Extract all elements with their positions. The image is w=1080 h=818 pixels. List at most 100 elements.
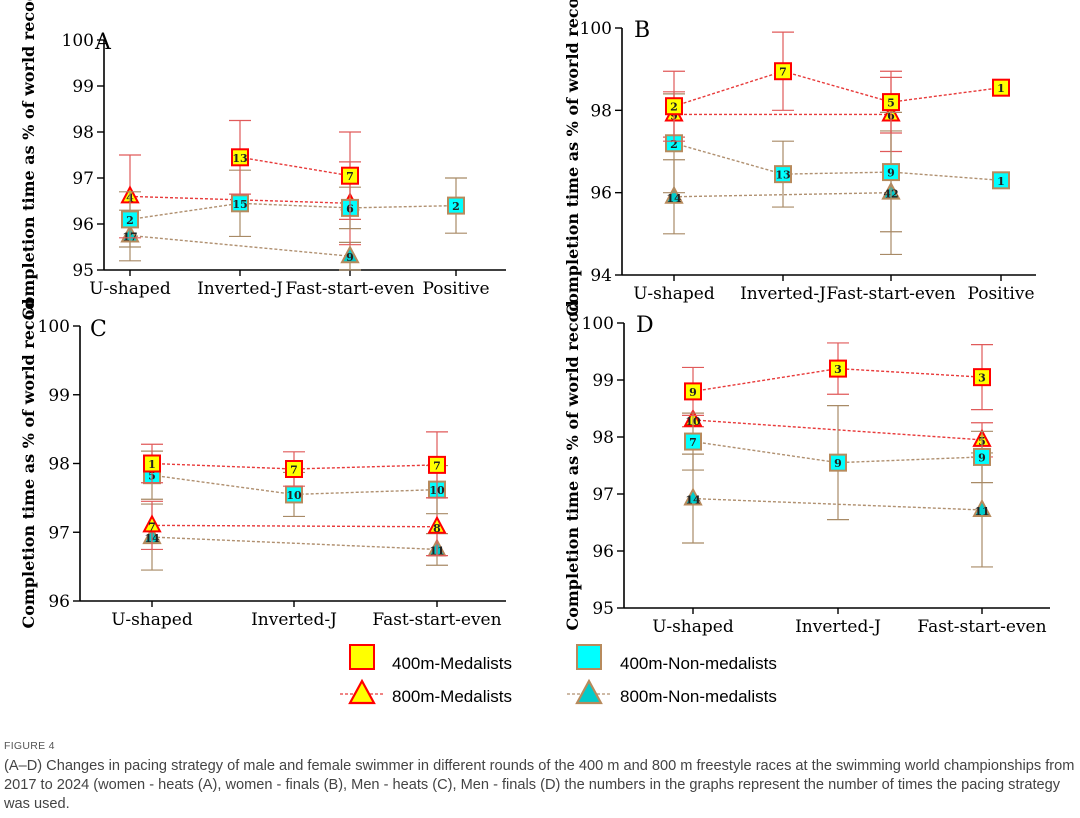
marker-n400-0: [684, 432, 702, 451]
series-m400: 13 7: [229, 119, 361, 220]
series-n400: 21562: [119, 169, 467, 248]
panel-label: B: [634, 18, 650, 43]
marker-n400-3: [447, 196, 465, 215]
count-label: 10: [286, 489, 302, 502]
marker-n800-0: [683, 487, 703, 506]
legend-marker-n800: [575, 678, 603, 705]
legend-marker-m400: [349, 644, 375, 670]
count-label: 7: [779, 66, 787, 79]
y-tick-label: 98: [592, 428, 614, 448]
x-tick-label: Fast-start-even: [917, 617, 1046, 637]
marker-n800-0: [664, 185, 684, 204]
series-m400: 9 3 3: [682, 342, 993, 416]
y-tick-label: 95: [592, 599, 614, 619]
marker-m400-1: [341, 166, 359, 185]
marker-n800-1: [972, 498, 992, 517]
count-label: 14: [685, 494, 701, 507]
legend-item-m800: 800m-Medalists: [340, 678, 512, 706]
marker-m400-1: [774, 62, 792, 81]
y-tick-label: 100: [580, 19, 612, 39]
marker-m400-0: [665, 97, 683, 116]
x-tick-label: Fast-start-even: [285, 279, 414, 299]
legend: 400m-Medalists 400m-Non-medalists 800m-Med…: [340, 644, 777, 706]
count-label: 3: [834, 363, 842, 376]
series-n400: 2 13 9 1: [663, 93, 1010, 233]
series-line-m800: [151, 524, 438, 528]
y-tick-label: 98: [48, 455, 70, 475]
legend-label-n800: 800m-Non-medalists: [620, 687, 777, 706]
x-tick-label: Fast-start-even: [372, 610, 501, 630]
x-tick-label: U-shaped: [111, 610, 193, 630]
count-label: 1: [997, 82, 1005, 95]
count-label: 5: [887, 97, 895, 110]
marker-n400-2: [882, 163, 900, 182]
count-label: 9: [978, 451, 986, 464]
y-tick-label: 94: [590, 266, 612, 286]
marker-m400-1: [285, 460, 303, 478]
marker-m400-3: [992, 78, 1010, 97]
y-axis-title: Completion time as % of world recod: [563, 0, 582, 317]
count-label: 1: [997, 175, 1005, 188]
series-line-n800: [692, 497, 983, 511]
count-label: 7: [346, 170, 354, 183]
chart-panel-C: 96 97 98 99 100 U-shaped Inverted-J Fast-start-…: [19, 298, 506, 630]
series-line-m400: [673, 70, 1002, 107]
panel-label: D: [636, 313, 654, 338]
panel-label: C: [90, 317, 107, 342]
marker-m400-1: [829, 359, 847, 378]
marker-n400-1: [231, 194, 249, 213]
series-line-n400: [129, 202, 457, 221]
y-tick-label: 96: [72, 215, 94, 235]
y-axis-title: Completion time as % of world recod: [19, 298, 38, 628]
legend-item-n400: 400m-Non-medalists: [576, 644, 777, 673]
marker-m800-1: [427, 515, 447, 534]
y-tick-label: 97: [72, 169, 94, 189]
y-tick-label: 96: [590, 184, 612, 204]
y-tick-label: 100: [582, 314, 614, 334]
series-line-n400: [673, 142, 1002, 182]
series-m400: 2 7 5 1: [663, 31, 1010, 142]
marker-n400-1: [774, 165, 792, 184]
marker-m400-0: [684, 382, 702, 401]
marker-m400-2: [428, 455, 446, 474]
count-label: 7: [290, 464, 298, 477]
x-tick-label: Positive: [422, 279, 489, 299]
marker-n800-1: [340, 245, 360, 264]
y-tick-label: 97: [592, 485, 614, 505]
y-tick-label: 98: [72, 123, 94, 143]
count-label: 7: [433, 459, 441, 472]
x-tick-label: U-shaped: [652, 617, 734, 637]
count-label: 13: [775, 169, 790, 182]
legend-label-m800: 800m-Medalists: [392, 687, 512, 706]
legend-item-n800: 800m-Non-medalists: [567, 678, 777, 706]
panel-label: A: [94, 30, 112, 55]
legend-marker-m800: [348, 678, 376, 705]
count-label: 9: [689, 386, 697, 399]
count-label: 2: [670, 101, 678, 114]
legend-label-n400: 400m-Non-medalists: [620, 654, 777, 673]
y-tick-label: 96: [592, 542, 614, 562]
marker-n400-0: [121, 210, 139, 229]
x-tick-label: Fast-start-even: [826, 284, 955, 304]
marker-m400-0: [231, 148, 249, 167]
figure-caption: (A–D) Changes in pacing strategy of male…: [4, 758, 1075, 812]
y-tick-label: 98: [590, 101, 612, 121]
count-label: 14: [666, 192, 682, 205]
y-axis-title: Completion time as % of world recod: [563, 300, 582, 630]
count-label: 3: [978, 372, 986, 385]
count-label: 2: [452, 200, 460, 213]
series-line-m400: [239, 156, 351, 177]
count-label: 1: [148, 458, 156, 471]
y-tick-label: 100: [62, 31, 94, 51]
y-tick-label: 99: [592, 371, 614, 391]
x-tick-label: Inverted-J: [197, 279, 283, 299]
y-tick-label: 97: [48, 523, 70, 543]
y-axis-title: Completion time as % of world recod: [19, 0, 38, 320]
count-label: 9: [346, 251, 354, 264]
count-label: 11: [974, 505, 989, 518]
series-m400: 1 7 7: [141, 431, 448, 499]
series-n800: 179: [119, 209, 361, 271]
